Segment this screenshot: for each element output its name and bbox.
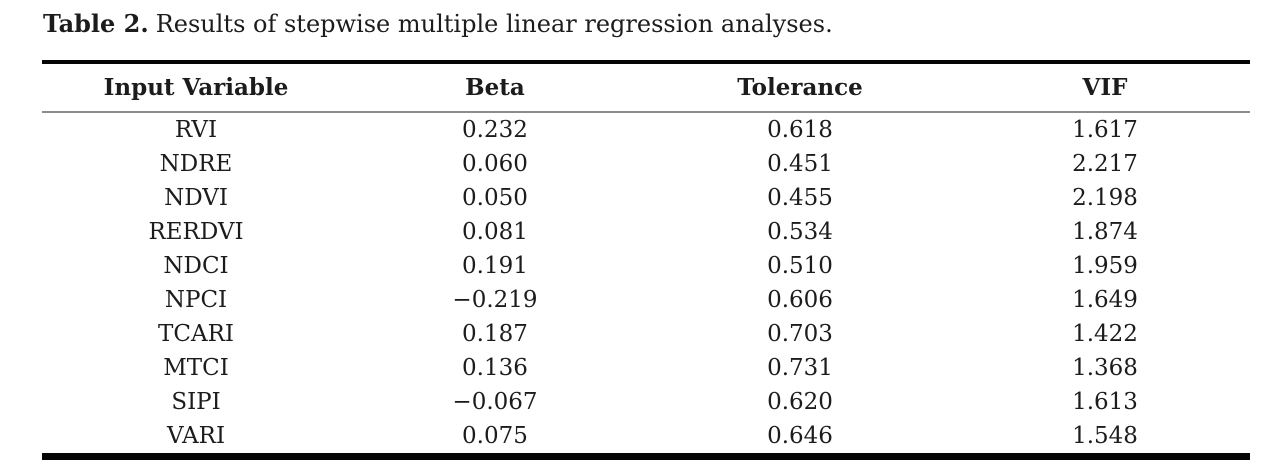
cell-vif: 1.422 bbox=[1072, 321, 1138, 347]
cell-tolerance: 0.606 bbox=[767, 287, 833, 313]
cell-input-variable: NDCI bbox=[163, 253, 229, 279]
cell-vif: 2.217 bbox=[1072, 151, 1138, 177]
cell-input-variable: SIPI bbox=[171, 389, 221, 415]
cell-input-variable: NPCI bbox=[164, 287, 228, 313]
cell-input-variable: MTCI bbox=[163, 355, 229, 381]
cell-beta: −0.067 bbox=[452, 389, 538, 415]
cell-tolerance: 0.703 bbox=[767, 321, 833, 347]
cell-vif: 1.874 bbox=[1072, 219, 1138, 245]
table-row: RERDVI 0.081 0.534 1.874 bbox=[42, 215, 1250, 249]
table-row: MTCI 0.136 0.731 1.368 bbox=[42, 351, 1250, 385]
cell-input-variable: RVI bbox=[174, 117, 218, 143]
cell-vif: 2.198 bbox=[1072, 185, 1138, 211]
cell-vif: 1.548 bbox=[1072, 423, 1138, 449]
regression-results-table: Input Variable Beta Tolerance VIF RVI 0.2… bbox=[42, 60, 1250, 460]
cell-vif: 1.617 bbox=[1072, 117, 1138, 143]
column-header-vif: VIF bbox=[960, 62, 1250, 113]
cell-beta: 0.187 bbox=[462, 321, 528, 347]
column-header-tolerance: Tolerance bbox=[639, 62, 961, 113]
table-row: NDVI 0.050 0.455 2.198 bbox=[42, 181, 1250, 215]
cell-input-variable: VARI bbox=[166, 423, 226, 449]
column-header-beta: Beta bbox=[350, 62, 640, 113]
cell-vif: 1.368 bbox=[1072, 355, 1138, 381]
table-row: NDCI 0.191 0.510 1.959 bbox=[42, 249, 1250, 283]
table-row: NDRE 0.060 0.451 2.217 bbox=[42, 147, 1250, 181]
column-header-input-variable: Input Variable bbox=[42, 62, 351, 113]
cell-beta: 0.232 bbox=[462, 117, 528, 143]
cell-tolerance: 0.451 bbox=[767, 151, 833, 177]
table-row: VARI 0.075 0.646 1.548 bbox=[42, 419, 1250, 457]
cell-input-variable: NDVI bbox=[164, 185, 228, 211]
cell-beta: 0.191 bbox=[462, 253, 528, 279]
table-body: RVI 0.232 0.618 1.617 NDRE 0.060 0.451 2.217 NDV… bbox=[42, 112, 1250, 457]
cell-input-variable: TCARI bbox=[158, 321, 234, 347]
cell-beta: 0.081 bbox=[462, 219, 528, 245]
cell-beta: 0.060 bbox=[462, 151, 528, 177]
cell-tolerance: 0.455 bbox=[767, 185, 833, 211]
cell-beta: 0.075 bbox=[462, 423, 528, 449]
cell-vif: 1.613 bbox=[1072, 389, 1138, 415]
table-row: NPCI −0.219 0.606 1.649 bbox=[42, 283, 1250, 317]
cell-input-variable: NDRE bbox=[159, 151, 233, 177]
cell-vif: 1.959 bbox=[1072, 253, 1138, 279]
cell-tolerance: 0.731 bbox=[767, 355, 833, 381]
table-caption-text: Results of stepwise multiple linear regr… bbox=[155, 10, 833, 38]
table-row: TCARI 0.187 0.703 1.422 bbox=[42, 317, 1250, 351]
cell-tolerance: 0.534 bbox=[767, 219, 833, 245]
table-row: RVI 0.232 0.618 1.617 bbox=[42, 112, 1250, 147]
cell-tolerance: 0.618 bbox=[767, 117, 833, 143]
cell-tolerance: 0.620 bbox=[767, 389, 833, 415]
cell-tolerance: 0.646 bbox=[767, 423, 833, 449]
table-caption: Table 2. Results of stepwise multiple lin… bbox=[43, 9, 833, 39]
cell-input-variable: RERDVI bbox=[148, 219, 244, 245]
table-header-row: Input Variable Beta Tolerance VIF bbox=[42, 62, 1250, 113]
cell-beta: 0.136 bbox=[462, 355, 528, 381]
cell-tolerance: 0.510 bbox=[767, 253, 833, 279]
cell-beta: −0.219 bbox=[452, 287, 538, 313]
table-caption-label: Table 2. bbox=[43, 9, 149, 38]
cell-beta: 0.050 bbox=[462, 185, 528, 211]
table-row: SIPI −0.067 0.620 1.613 bbox=[42, 385, 1250, 419]
cell-vif: 1.649 bbox=[1072, 287, 1138, 313]
